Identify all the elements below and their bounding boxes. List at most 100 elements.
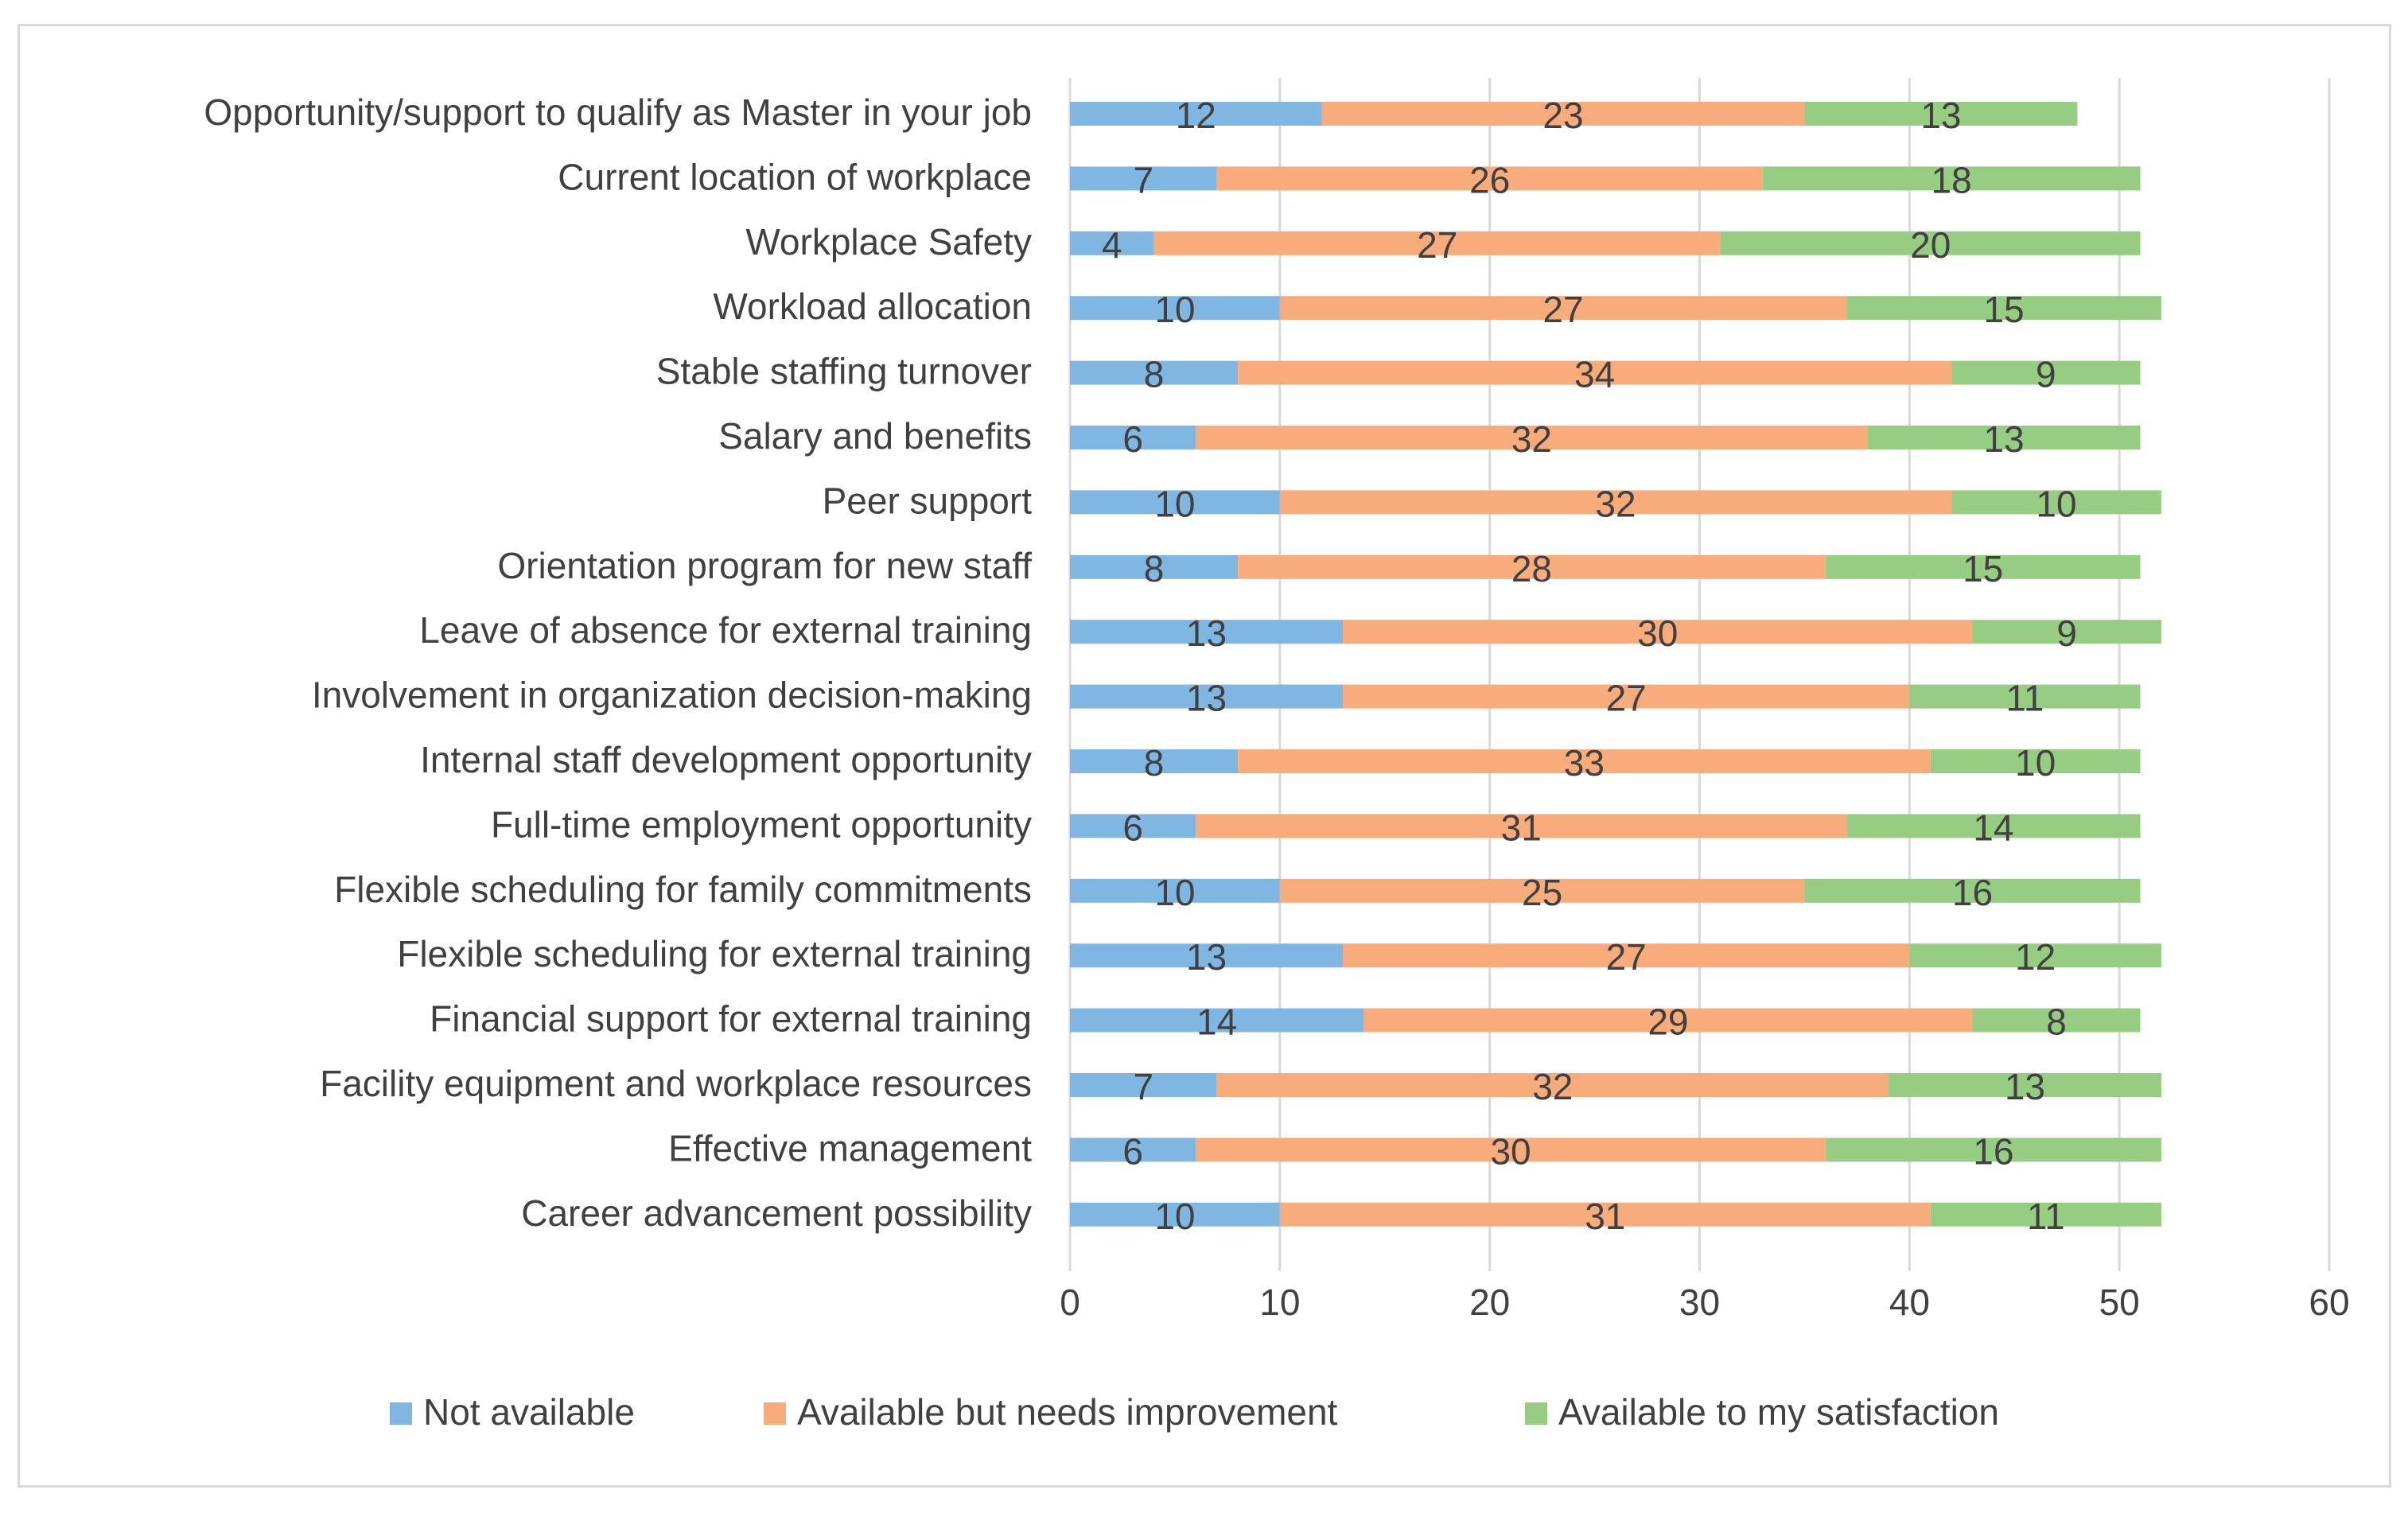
data-label: 31: [1585, 1196, 1625, 1237]
category-labels: Opportunity/support to qualify as Master…: [204, 91, 1032, 1234]
bar-segment-not-available: [1070, 878, 1280, 903]
data-label: 4: [1102, 224, 1122, 266]
bar-segment-not-available: [1070, 296, 1280, 321]
category-label: Orientation program for new staff: [497, 545, 1032, 586]
chart-frame: 12 23 13 7 26 18 4 27 20 10 27 15 8 34 9 6 32 13 10 32 10 8 28…: [18, 24, 2391, 1488]
category-label: Full-time employment opportunity: [491, 803, 1032, 845]
bar-segment-available-to-my-satisfaction: [1888, 1073, 2161, 1097]
bar-segment-available-but-needs-improvement: [1279, 878, 1805, 903]
bar-segment-available-to-my-satisfaction: [1909, 684, 2141, 709]
category-label: Flexible scheduling for family commitmen…: [334, 869, 1032, 910]
bar-segment-available-to-my-satisfaction: [1951, 490, 2161, 515]
category-label: Leave of absence for external training: [419, 609, 1032, 651]
category-label: Involvement in organization decision-mak…: [312, 675, 1032, 716]
bar-segment-available-but-needs-improvement: [1342, 943, 1910, 968]
data-label: 13: [1186, 678, 1227, 719]
data-label: 6: [1122, 1130, 1143, 1172]
bar-segment-available-but-needs-improvement: [1342, 620, 1973, 644]
x-tick-label: 10: [1259, 1282, 1300, 1323]
bar-segment-not-available: [1070, 426, 1196, 449]
bar-segment-not-available: [1070, 1138, 1196, 1162]
x-tick-label: 60: [2309, 1282, 2349, 1323]
data-label: 29: [1647, 1002, 1688, 1043]
bar-segment-not-available: [1070, 1202, 1280, 1227]
data-label: 31: [1501, 807, 1542, 848]
bar-segment-available-to-my-satisfaction: [1804, 878, 2141, 903]
legend-label: Available to my satisfaction: [1558, 1391, 1999, 1433]
data-label: 10: [1154, 289, 1195, 330]
data-label: 12: [1176, 95, 1216, 136]
bar-segment-not-available: [1070, 490, 1280, 515]
x-tick-label: 30: [1679, 1282, 1720, 1323]
bar-segment-available-but-needs-improvement: [1196, 426, 1868, 449]
stacked-bar-chart: 12 23 13 7 26 18 4 27 20 10 27 15 8 34 9 6 32 13 10 32 10 8 28…: [204, 78, 2350, 1433]
bar-segment-available-but-needs-improvement: [1196, 1138, 1826, 1162]
category-label: Workload allocation: [713, 286, 1032, 327]
category-label: Peer support: [823, 480, 1033, 521]
category-label: Opportunity/support to qualify as Master…: [204, 91, 1032, 133]
data-label: 32: [1511, 418, 1552, 460]
data-label: 10: [2015, 742, 2056, 784]
data-label: 6: [1122, 418, 1143, 460]
data-label: 9: [2036, 354, 2056, 395]
bar-segment-available-to-my-satisfaction: [1867, 426, 2141, 449]
bar-segment-available-but-needs-improvement: [1196, 814, 1847, 838]
data-label: 10: [1154, 483, 1195, 524]
category-label: Flexible scheduling for external trainin…: [397, 933, 1032, 974]
data-label: 9: [2056, 613, 2077, 654]
bar-segment-available-but-needs-improvement: [1216, 1073, 1889, 1097]
data-label: 34: [1574, 354, 1615, 395]
bar-segment-not-available: [1070, 1073, 1217, 1097]
data-label: 23: [1542, 95, 1583, 136]
data-label: 32: [1595, 483, 1636, 524]
bar-segment-not-available: [1070, 943, 1343, 968]
data-label: 10: [2036, 483, 2076, 524]
category-label: Workplace Safety: [745, 221, 1032, 263]
bar-segment-available-to-my-satisfaction: [1825, 1138, 2161, 1162]
bar-segment-available-to-my-satisfaction: [1846, 296, 2161, 321]
category-label: Stable staffing turnover: [656, 351, 1032, 392]
data-label: 8: [1144, 354, 1165, 395]
bar-segment-not-available: [1070, 620, 1343, 644]
bars: 12 23 13 7 26 18 4 27 20 10 27 15 8 34 9 6 32 13 10 32 10 8 28…: [1070, 95, 2161, 1237]
data-label: 7: [1134, 1066, 1154, 1107]
data-label: 27: [1417, 224, 1457, 266]
category-label: Internal staff development opportunity: [420, 739, 1032, 780]
bar-segment-available-but-needs-improvement: [1279, 296, 1847, 321]
category-label: Current location of workplace: [558, 156, 1032, 197]
x-tick-label: 20: [1469, 1282, 1510, 1323]
data-label: 7: [1134, 159, 1154, 200]
category-label: Career advancement possibility: [521, 1192, 1032, 1234]
bar-segment-available-but-needs-improvement: [1238, 554, 1826, 579]
bar-segment-available-but-needs-improvement: [1279, 1202, 1931, 1227]
data-label: 27: [1542, 289, 1583, 330]
data-label: 13: [2005, 1066, 2045, 1107]
legend-label: Available but needs improvement: [797, 1391, 1338, 1433]
bar-segment-not-available: [1070, 1008, 1364, 1033]
data-label: 12: [2015, 936, 2056, 978]
data-label: 13: [1983, 418, 2024, 460]
legend-label: Not available: [423, 1391, 635, 1433]
bar-segment-available-to-my-satisfaction: [1846, 814, 2141, 838]
gridlines: [1068, 78, 2331, 1271]
x-tick-label: 0: [1060, 1282, 1080, 1323]
bar-segment-available-to-my-satisfaction: [1762, 166, 2141, 191]
x-axis: 0 10 20 30 40 50 60: [1060, 1282, 2349, 1323]
bar-segment-available-to-my-satisfaction: [1909, 943, 2161, 968]
data-label: 8: [2046, 1002, 2067, 1043]
data-label: 25: [1522, 872, 1562, 913]
data-label: 10: [1154, 1196, 1195, 1237]
bar-segment-available-to-my-satisfaction: [1951, 360, 2141, 385]
bar-segment-available-to-my-satisfaction: [1930, 749, 2141, 773]
x-tick-label: 40: [1889, 1282, 1930, 1323]
data-label: 20: [1910, 224, 1951, 266]
data-label: 27: [1606, 678, 1647, 719]
bar-segment-not-available: [1070, 749, 1239, 773]
bar-segment-available-to-my-satisfaction: [1972, 620, 2161, 644]
data-label: 13: [1920, 95, 1961, 136]
x-tick-label: 50: [2099, 1282, 2140, 1323]
data-label: 28: [1511, 548, 1552, 589]
data-label: 16: [1973, 1130, 2013, 1172]
bar-segment-available-but-needs-improvement: [1321, 102, 1805, 126]
bar-segment-not-available: [1070, 166, 1217, 191]
